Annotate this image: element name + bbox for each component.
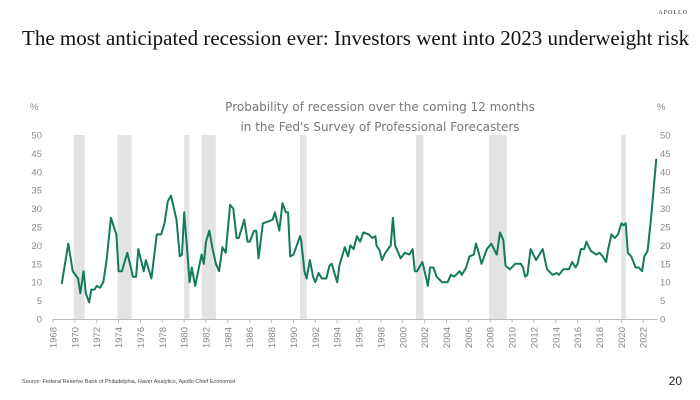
recession-band xyxy=(621,135,626,319)
y-axis-unit-right: % xyxy=(657,102,666,113)
chart-title-line-1: Probability of recession over the coming… xyxy=(225,100,535,114)
x-tick-label: 1976 xyxy=(136,327,147,348)
chart-title-line-2: in the Fed's Survey of Professional Fore… xyxy=(240,120,519,134)
y-tick-label-left: 50 xyxy=(31,131,42,142)
recession-band xyxy=(489,135,507,319)
y-tick-label-left: 10 xyxy=(31,278,42,289)
slide-title: The most anticipated recession ever: Inv… xyxy=(22,26,690,50)
y-tick-label-left: 0 xyxy=(37,315,42,326)
x-tick-label: 1990 xyxy=(289,327,300,348)
y-tick-label-right: 0 xyxy=(660,315,665,326)
x-tick-label: 2018 xyxy=(595,327,606,348)
recession-band xyxy=(300,135,307,319)
recession-shading xyxy=(73,135,626,319)
y-tick-label-right: 5 xyxy=(660,296,665,307)
y-tick-label-right: 25 xyxy=(660,223,671,234)
x-tick-label: 1982 xyxy=(202,327,213,348)
x-tick-label: 1968 xyxy=(49,327,60,348)
x-tick-label: 2016 xyxy=(573,327,584,348)
x-tick-label: 2008 xyxy=(486,327,497,348)
x-tick-label: 2014 xyxy=(551,327,562,348)
recession-band xyxy=(201,135,216,319)
y-tick-label-left: 5 xyxy=(37,296,42,307)
y-tick-label-right: 30 xyxy=(660,204,671,215)
x-tick-label: 2022 xyxy=(639,327,650,348)
x-tick-label: 1996 xyxy=(355,327,366,348)
x-tick-label: 2012 xyxy=(529,327,540,348)
y-tick-label-right: 40 xyxy=(660,167,671,178)
x-tick-label: 1980 xyxy=(180,327,191,348)
apollo-logo: APOLLO xyxy=(658,10,688,16)
x-tick-label: 1994 xyxy=(333,327,344,348)
x-tick-label: 1984 xyxy=(223,327,234,348)
x-tick-label: 1998 xyxy=(376,327,387,348)
x-tick-label: 1986 xyxy=(245,327,256,348)
x-tick-label: 2002 xyxy=(420,327,431,348)
x-tick-label: 2010 xyxy=(508,327,519,348)
x-tick-label: 2006 xyxy=(464,327,475,348)
recession-band xyxy=(415,135,424,319)
recession-band xyxy=(184,135,190,319)
y-tick-label-right: 50 xyxy=(660,131,671,142)
recession-band xyxy=(73,135,85,319)
y-tick-label-left: 40 xyxy=(31,167,42,178)
y-tick-label-left: 35 xyxy=(31,186,42,197)
y-tick-label-left: 30 xyxy=(31,204,42,215)
page-number: 20 xyxy=(668,374,682,388)
x-tick-label: 1992 xyxy=(311,327,322,348)
source-note: Source: Federal Reserve Bank of Philadel… xyxy=(22,379,236,385)
x-tick-label: 1972 xyxy=(92,327,103,348)
series-line xyxy=(60,158,658,304)
x-tick-label: 1974 xyxy=(114,327,125,348)
x-tick-label: 2020 xyxy=(617,327,628,348)
y-tick-label-right: 35 xyxy=(660,186,671,197)
y-axis-unit-left: % xyxy=(30,102,39,113)
y-tick-label-left: 20 xyxy=(31,241,42,252)
x-tick-label: 2004 xyxy=(442,327,453,348)
y-tick-label-left: 15 xyxy=(31,259,42,270)
y-tick-label-right: 15 xyxy=(660,259,671,270)
x-tick-label: 1970 xyxy=(70,327,81,348)
y-tick-label-left: 25 xyxy=(31,223,42,234)
x-tick-label: 1978 xyxy=(158,327,169,348)
y-tick-label-right: 20 xyxy=(660,241,671,252)
x-tick-label: 1988 xyxy=(267,327,278,348)
recession-band xyxy=(117,135,132,319)
y-tick-label-right: 45 xyxy=(660,149,671,160)
x-tick-label: 2000 xyxy=(398,327,409,348)
y-tick-label-right: 10 xyxy=(660,278,671,289)
y-tick-label-left: 45 xyxy=(31,149,42,160)
